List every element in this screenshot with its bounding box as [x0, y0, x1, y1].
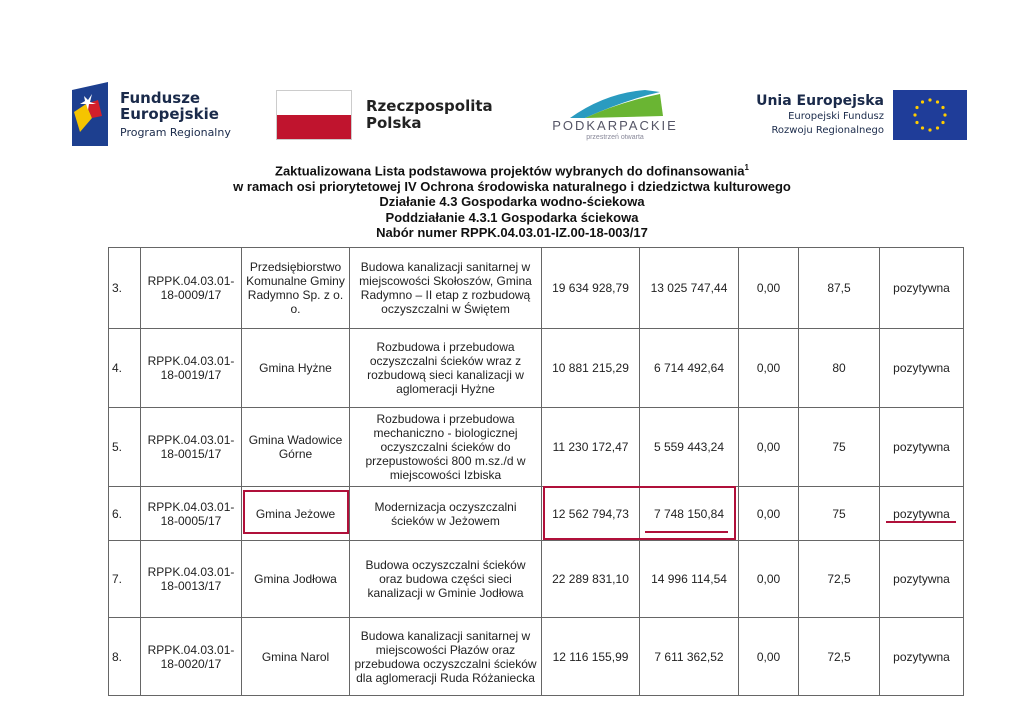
cell-title: Budowa kanalizacji sanitarnej w miejscow… — [349, 247, 542, 329]
cell-grant: 7 611 362,52 — [639, 617, 739, 696]
cell-result: pozytywna — [879, 328, 964, 408]
ue-line2: Europejski Fundusz — [788, 111, 884, 122]
cell-id: RPPK.04.03.01-18-0020/17 — [140, 617, 242, 696]
cell-other: 0,00 — [738, 407, 799, 487]
title-line4: Poddziałanie 4.3.1 Gospodarka ściekowa — [385, 209, 639, 225]
cell-no: 7. — [108, 540, 141, 618]
cell-no: 4. — [108, 328, 141, 408]
cell-total: 19 634 928,79 — [541, 247, 640, 329]
cell-other: 0,00 — [738, 247, 799, 329]
cell-grant: 14 996 114,54 — [639, 540, 739, 618]
eu-star-icon — [920, 100, 925, 104]
table-row: 5. RPPK.04.03.01-18-0015/17 Gmina Wadowice… — [108, 407, 964, 487]
highlight-amounts-box — [543, 486, 736, 540]
cell-grant: 13 025 747,44 — [639, 247, 739, 329]
fe-line1: Fundusze — [120, 89, 201, 107]
cell-no: 3. — [108, 247, 141, 329]
cell-applicant: Gmina Wadowice Górne — [241, 407, 350, 487]
cell-title: Rozbudowa i przebudowa oczyszczalni ście… — [349, 328, 542, 408]
eu-star-icon — [943, 113, 947, 117]
cell-total: 12 116 155,99 — [541, 617, 640, 696]
cell-total: 10 881 215,29 — [541, 328, 640, 408]
table-row: 6. RPPK.04.03.01-18-0005/17 Gmina Jeżowe Mo… — [108, 486, 964, 541]
projects-table: 3. RPPK.04.03.01-18-0009/17 Przedsiębiorst… — [108, 247, 964, 696]
podkarpackie-logo: PODKARPACKIE przestrzeń otwarta — [545, 88, 685, 144]
highlight-applicant-box — [243, 490, 349, 534]
cell-grant: 6 714 492,64 — [639, 328, 739, 408]
cell-applicant: Gmina Hyżne — [241, 328, 350, 408]
cell-no: 8. — [108, 617, 141, 696]
rp-line1: Rzeczpospolita — [366, 97, 493, 115]
cell-no: 6. — [108, 486, 141, 541]
eu-star-icon — [928, 98, 932, 102]
cell-result: pozytywna — [879, 407, 964, 487]
fe-line3: Program Regionalny — [120, 126, 231, 139]
title-line3: Działanie 4.3 Gospodarka wodno-ściekowa — [379, 194, 645, 210]
unia-europejska-logo: Unia Europejska Europejski Fundusz Rozwo… — [740, 90, 970, 142]
rzeczpospolita-polska-logo: Rzeczpospolita Polska — [276, 90, 506, 140]
cell-other: 0,00 — [738, 617, 799, 696]
table-row: 8. RPPK.04.03.01-18-0020/17 Gmina Narol Bud… — [108, 617, 964, 696]
eu-star-icon — [920, 126, 925, 130]
eu-star-icon — [941, 120, 945, 125]
ue-line1: Unia Europejska — [756, 93, 884, 109]
cell-id: RPPK.04.03.01-18-0015/17 — [140, 407, 242, 487]
eu-star-icon — [915, 120, 919, 125]
cell-grant: 5 559 443,24 — [639, 407, 739, 487]
ue-line3: Rozwoju Regionalnego — [771, 125, 884, 136]
table-row: 4. RPPK.04.03.01-18-0019/17 Gmina Hyżne Roz… — [108, 328, 964, 408]
polish-flag-icon — [276, 90, 352, 140]
cell-result: pozytywna — [879, 247, 964, 329]
eu-star-icon — [913, 113, 917, 117]
table-row: 7. RPPK.04.03.01-18-0013/17 Gmina Jodłowa B… — [108, 540, 964, 618]
highlight-result-underline — [886, 521, 956, 523]
title-line2: w ramach osi priorytetowej IV Ochrona śr… — [233, 178, 791, 194]
cell-result: pozytywna — [879, 617, 964, 696]
cell-id: RPPK.04.03.01-18-0019/17 — [140, 328, 242, 408]
cell-score: 75 — [798, 486, 880, 541]
cell-title: Rozbudowa i przebudowa mechaniczno - bio… — [349, 407, 542, 487]
cell-score: 72,5 — [798, 540, 880, 618]
eu-star-icon — [941, 105, 945, 110]
rp-line2: Polska — [366, 114, 422, 132]
cell-applicant: Gmina Narol — [241, 617, 350, 696]
podkarpackie-name: PODKARPACKIE — [552, 118, 678, 133]
cell-no: 5. — [108, 407, 141, 487]
highlight-grant-underline — [645, 531, 728, 533]
cell-title: Budowa oczyszczalni ścieków oraz budowa … — [349, 540, 542, 618]
fundusze-europejskie-logo: Fundusze Europejskie Program Regionalny — [72, 82, 232, 146]
eu-star-icon — [935, 100, 940, 104]
cell-id: RPPK.04.03.01-18-0009/17 — [140, 247, 242, 329]
cell-title: Budowa kanalizacji sanitarnej w miejscow… — [349, 617, 542, 696]
fe-line2: Europejskie — [120, 105, 219, 123]
eu-flag-icon — [893, 90, 967, 140]
cell-total: 22 289 831,10 — [541, 540, 640, 618]
cell-result: pozytywna — [879, 540, 964, 618]
eu-star-icon — [935, 126, 940, 130]
cell-score: 80 — [798, 328, 880, 408]
cell-score: 72,5 — [798, 617, 880, 696]
eu-star-icon — [928, 128, 932, 132]
eu-star-icon — [915, 105, 919, 110]
cell-applicant: Przedsiębiorstwo Komunalne Gminy Radymno… — [241, 247, 350, 329]
cell-title: Modernizacja oczyszczalni ścieków w Jeżo… — [349, 486, 542, 541]
cell-other: 0,00 — [738, 328, 799, 408]
table-row: 3. RPPK.04.03.01-18-0009/17 Przedsiębiorst… — [108, 247, 964, 329]
cell-total: 11 230 172,47 — [541, 407, 640, 487]
cell-result: pozytywna — [879, 486, 964, 541]
title-line5: Nabór numer RPPK.04.03.01-IZ.00-18-003/1… — [376, 225, 648, 241]
title-line1: Zaktualizowana Lista podstawowa projektó… — [275, 163, 745, 179]
cell-other: 0,00 — [738, 486, 799, 541]
cell-id: RPPK.04.03.01-18-0005/17 — [140, 486, 242, 541]
podkarpackie-wave-icon — [570, 90, 663, 118]
cell-score: 75 — [798, 407, 880, 487]
cell-other: 0,00 — [738, 540, 799, 618]
title-footnote: 1 — [744, 163, 749, 172]
podkarpackie-tagline: przestrzeń otwarta — [586, 134, 644, 141]
cell-applicant: Gmina Jodłowa — [241, 540, 350, 618]
cell-score: 87,5 — [798, 247, 880, 329]
cell-id: RPPK.04.03.01-18-0013/17 — [140, 540, 242, 618]
fe-emblem-icon — [72, 82, 108, 146]
document-title: Zaktualizowana Lista podstawowa projektó… — [0, 160, 1024, 241]
